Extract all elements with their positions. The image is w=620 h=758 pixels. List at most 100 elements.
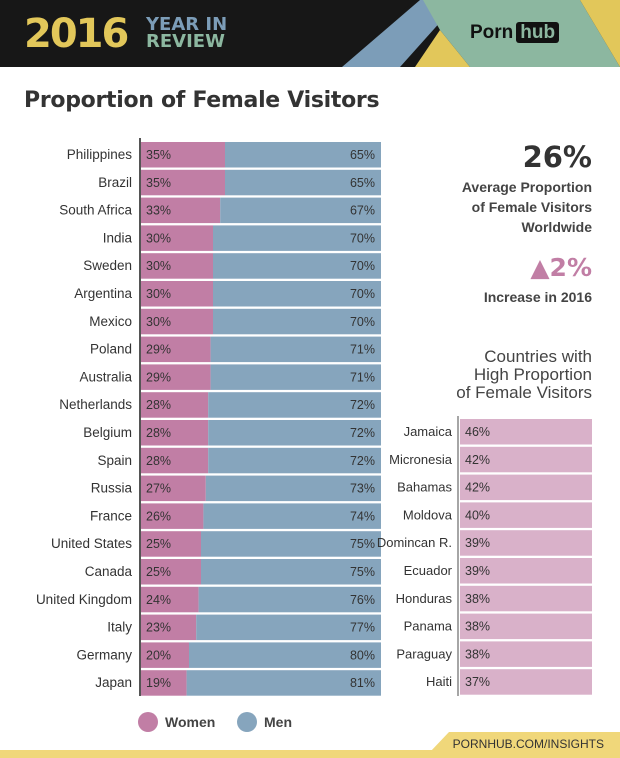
value-label-women: 20%: [146, 648, 171, 662]
category-label: Mexico: [89, 314, 132, 329]
high-category-label: Bahamas: [397, 480, 452, 495]
legend-men: Men: [237, 712, 292, 732]
category-label: Netherlands: [59, 397, 132, 412]
high-category-label: Domincan R.: [377, 535, 452, 550]
category-label: Brazil: [98, 175, 132, 190]
high-value-label: 40%: [465, 508, 490, 522]
bar-women: [141, 281, 213, 307]
value-label-men: 71%: [350, 370, 375, 384]
value-label-women: 30%: [146, 231, 171, 245]
value-label-men: 72%: [350, 454, 375, 468]
value-label-men: 74%: [350, 509, 375, 523]
bar-men: [213, 225, 381, 251]
bar-women: [141, 670, 187, 696]
bar-chart: Philippines 35% 65% Brazil 35% 65% South Afric…: [36, 138, 592, 696]
high-category-label: Ecuador: [404, 563, 453, 578]
value-label-women: 35%: [146, 176, 171, 190]
bar-high: [460, 669, 592, 695]
bar-high: [460, 613, 592, 640]
footer-link[interactable]: PORNHUB.COM/INSIGHTS: [452, 737, 604, 751]
bar-men: [201, 559, 381, 585]
category-label: United Kingdom: [36, 592, 132, 607]
bar-men: [198, 586, 381, 613]
average-value: 26%: [522, 140, 592, 174]
year-label: 2016: [24, 11, 129, 57]
increase-label: Increase in 2016: [483, 289, 592, 305]
bar-women: [141, 364, 211, 390]
value-label-women: 26%: [146, 509, 171, 523]
value-label-men: 72%: [350, 426, 375, 440]
bar-men: [225, 142, 381, 168]
high-value-label: 38%: [465, 620, 490, 634]
high-value-label: 42%: [465, 453, 490, 467]
page-title: Proportion of Female Visitors: [24, 88, 380, 113]
high-category-label: Panama: [404, 619, 453, 634]
value-label-men: 73%: [350, 482, 375, 496]
category-label: Poland: [90, 342, 132, 357]
bar-women: [141, 225, 213, 251]
bar-men: [208, 392, 381, 418]
value-label-men: 67%: [350, 204, 375, 218]
value-label-men: 65%: [350, 176, 375, 190]
high-category-label: Haiti: [426, 674, 452, 689]
value-label-women: 25%: [146, 565, 171, 579]
category-label: Germany: [76, 647, 132, 662]
men-swatch: [237, 712, 257, 732]
bar-women: [141, 420, 209, 446]
category-label: Belgium: [83, 425, 132, 440]
value-label-men: 81%: [350, 676, 375, 690]
value-label-women: 19%: [146, 676, 171, 690]
legend-women: Women: [138, 712, 215, 732]
bar-high: [460, 446, 592, 473]
category-label: India: [103, 230, 133, 245]
category-label: South Africa: [59, 203, 132, 218]
bar-high: [460, 558, 592, 584]
high-value-label: 38%: [465, 647, 490, 661]
value-label-women: 29%: [146, 343, 171, 357]
average-label: Average Proportion of Female Visitors Worl…: [461, 179, 592, 235]
value-label-women: 28%: [146, 398, 171, 412]
bar-women: [141, 531, 201, 557]
category-label: United States: [51, 536, 132, 551]
bar-men: [210, 364, 381, 390]
year-in-review-label: YEAR IN REVIEW: [146, 14, 228, 52]
value-label-men: 76%: [350, 593, 375, 607]
high-category-label: Micronesia: [389, 452, 453, 467]
bar-men: [196, 614, 381, 641]
category-label: Russia: [91, 481, 133, 496]
category-label: Italy: [107, 620, 132, 635]
bar-men: [203, 503, 381, 529]
bar-women: [141, 392, 209, 418]
value-label-women: 28%: [146, 454, 171, 468]
value-label-women: 35%: [146, 148, 171, 162]
category-label: Canada: [85, 564, 133, 579]
header-banner: 2016 YEAR IN REVIEW Porn hub: [0, 0, 620, 67]
value-label-women: 33%: [146, 204, 171, 218]
bar-men: [208, 420, 381, 446]
bar-women: [141, 447, 209, 474]
category-label: Philippines: [67, 147, 133, 162]
bar-high: [460, 419, 592, 445]
bar-women: [141, 586, 199, 613]
bar-women: [141, 308, 213, 335]
bar-women: [141, 503, 204, 529]
footer-bar: [0, 750, 620, 758]
value-label-men: 65%: [350, 148, 375, 162]
value-label-men: 70%: [350, 315, 375, 329]
value-label-men: 70%: [350, 231, 375, 245]
bar-women: [141, 642, 189, 668]
high-category-label: Honduras: [396, 591, 453, 606]
bar-men: [213, 281, 381, 307]
value-label-women: 27%: [146, 482, 171, 496]
value-label-women: 23%: [146, 621, 171, 635]
bar-men: [189, 642, 381, 668]
high-value-label: 39%: [465, 536, 490, 550]
footer-tab: [430, 732, 620, 752]
bar-women: [141, 475, 206, 502]
high-value-label: 37%: [465, 675, 490, 689]
bar-women: [141, 336, 211, 363]
bar-men: [213, 253, 381, 279]
bar-women: [141, 614, 197, 641]
category-label: Spain: [97, 453, 132, 468]
high-category-label: Jamaica: [404, 424, 453, 439]
